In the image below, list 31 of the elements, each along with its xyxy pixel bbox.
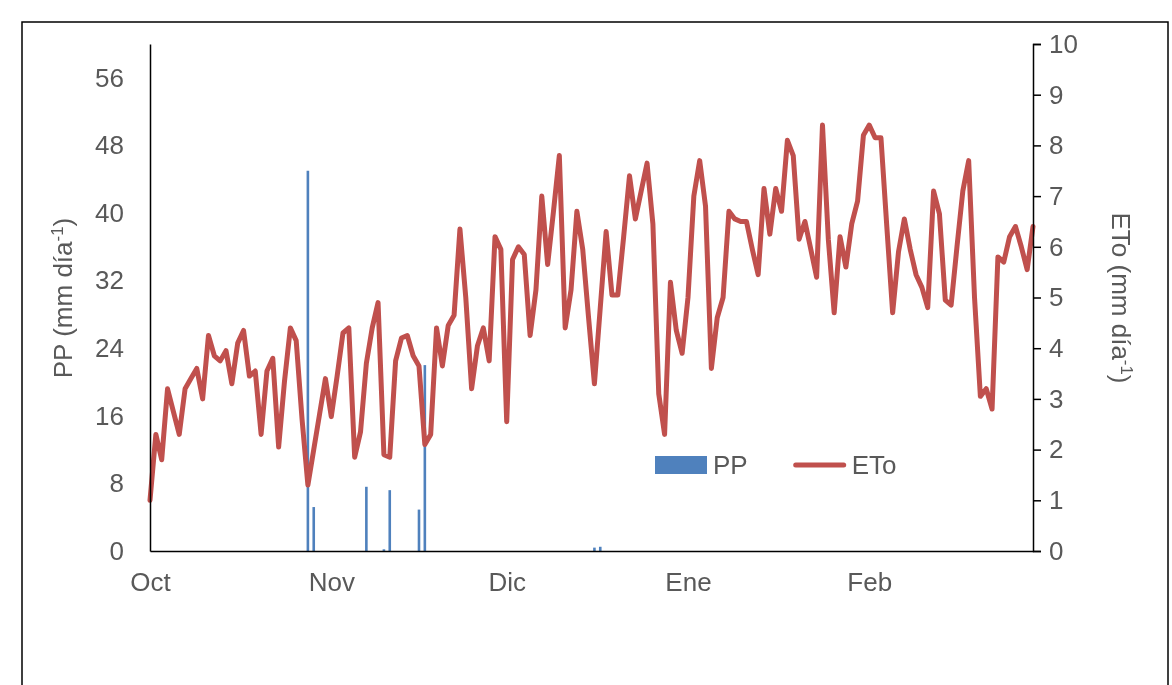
y2-tick-label: 4: [1049, 333, 1064, 364]
legend-label: ETo: [851, 450, 897, 480]
y2-tick-label: 2: [1049, 434, 1064, 465]
y2-tick-label: 0: [1049, 535, 1064, 566]
x-tick-label: Oct: [130, 567, 172, 598]
y-tick-label: 48: [95, 130, 124, 161]
y2-tick-label: 1: [1049, 485, 1064, 516]
y2-tick-label: 6: [1049, 231, 1064, 262]
bar: [388, 490, 392, 551]
y-tick-label: 40: [95, 197, 124, 228]
x-tick-label: Feb: [847, 567, 893, 598]
x-tick-label: Dic: [488, 567, 526, 598]
y-tick-label: 0: [109, 535, 124, 566]
bar: [598, 546, 602, 551]
y2-tick-label: 8: [1049, 130, 1064, 161]
y-tick-label: 56: [95, 62, 124, 93]
bar: [365, 486, 368, 551]
bar: [593, 547, 596, 551]
y2-tick-label: 7: [1049, 180, 1064, 211]
y2-tick-label: 5: [1049, 282, 1064, 313]
y-tick-label: 24: [95, 333, 124, 364]
y-tick-label: 16: [95, 400, 124, 431]
y2-tick-label: 10: [1049, 28, 1078, 59]
bar: [312, 507, 316, 551]
y-tick-label: 8: [109, 468, 124, 499]
x-tick-label: Ene: [665, 567, 712, 598]
x-tick-label: Nov: [308, 567, 355, 598]
y2-tick-label: 3: [1049, 383, 1064, 414]
y2-tick-label: 9: [1049, 79, 1064, 110]
legend-label: PP: [713, 450, 748, 480]
y-tick-label: 32: [95, 265, 124, 296]
